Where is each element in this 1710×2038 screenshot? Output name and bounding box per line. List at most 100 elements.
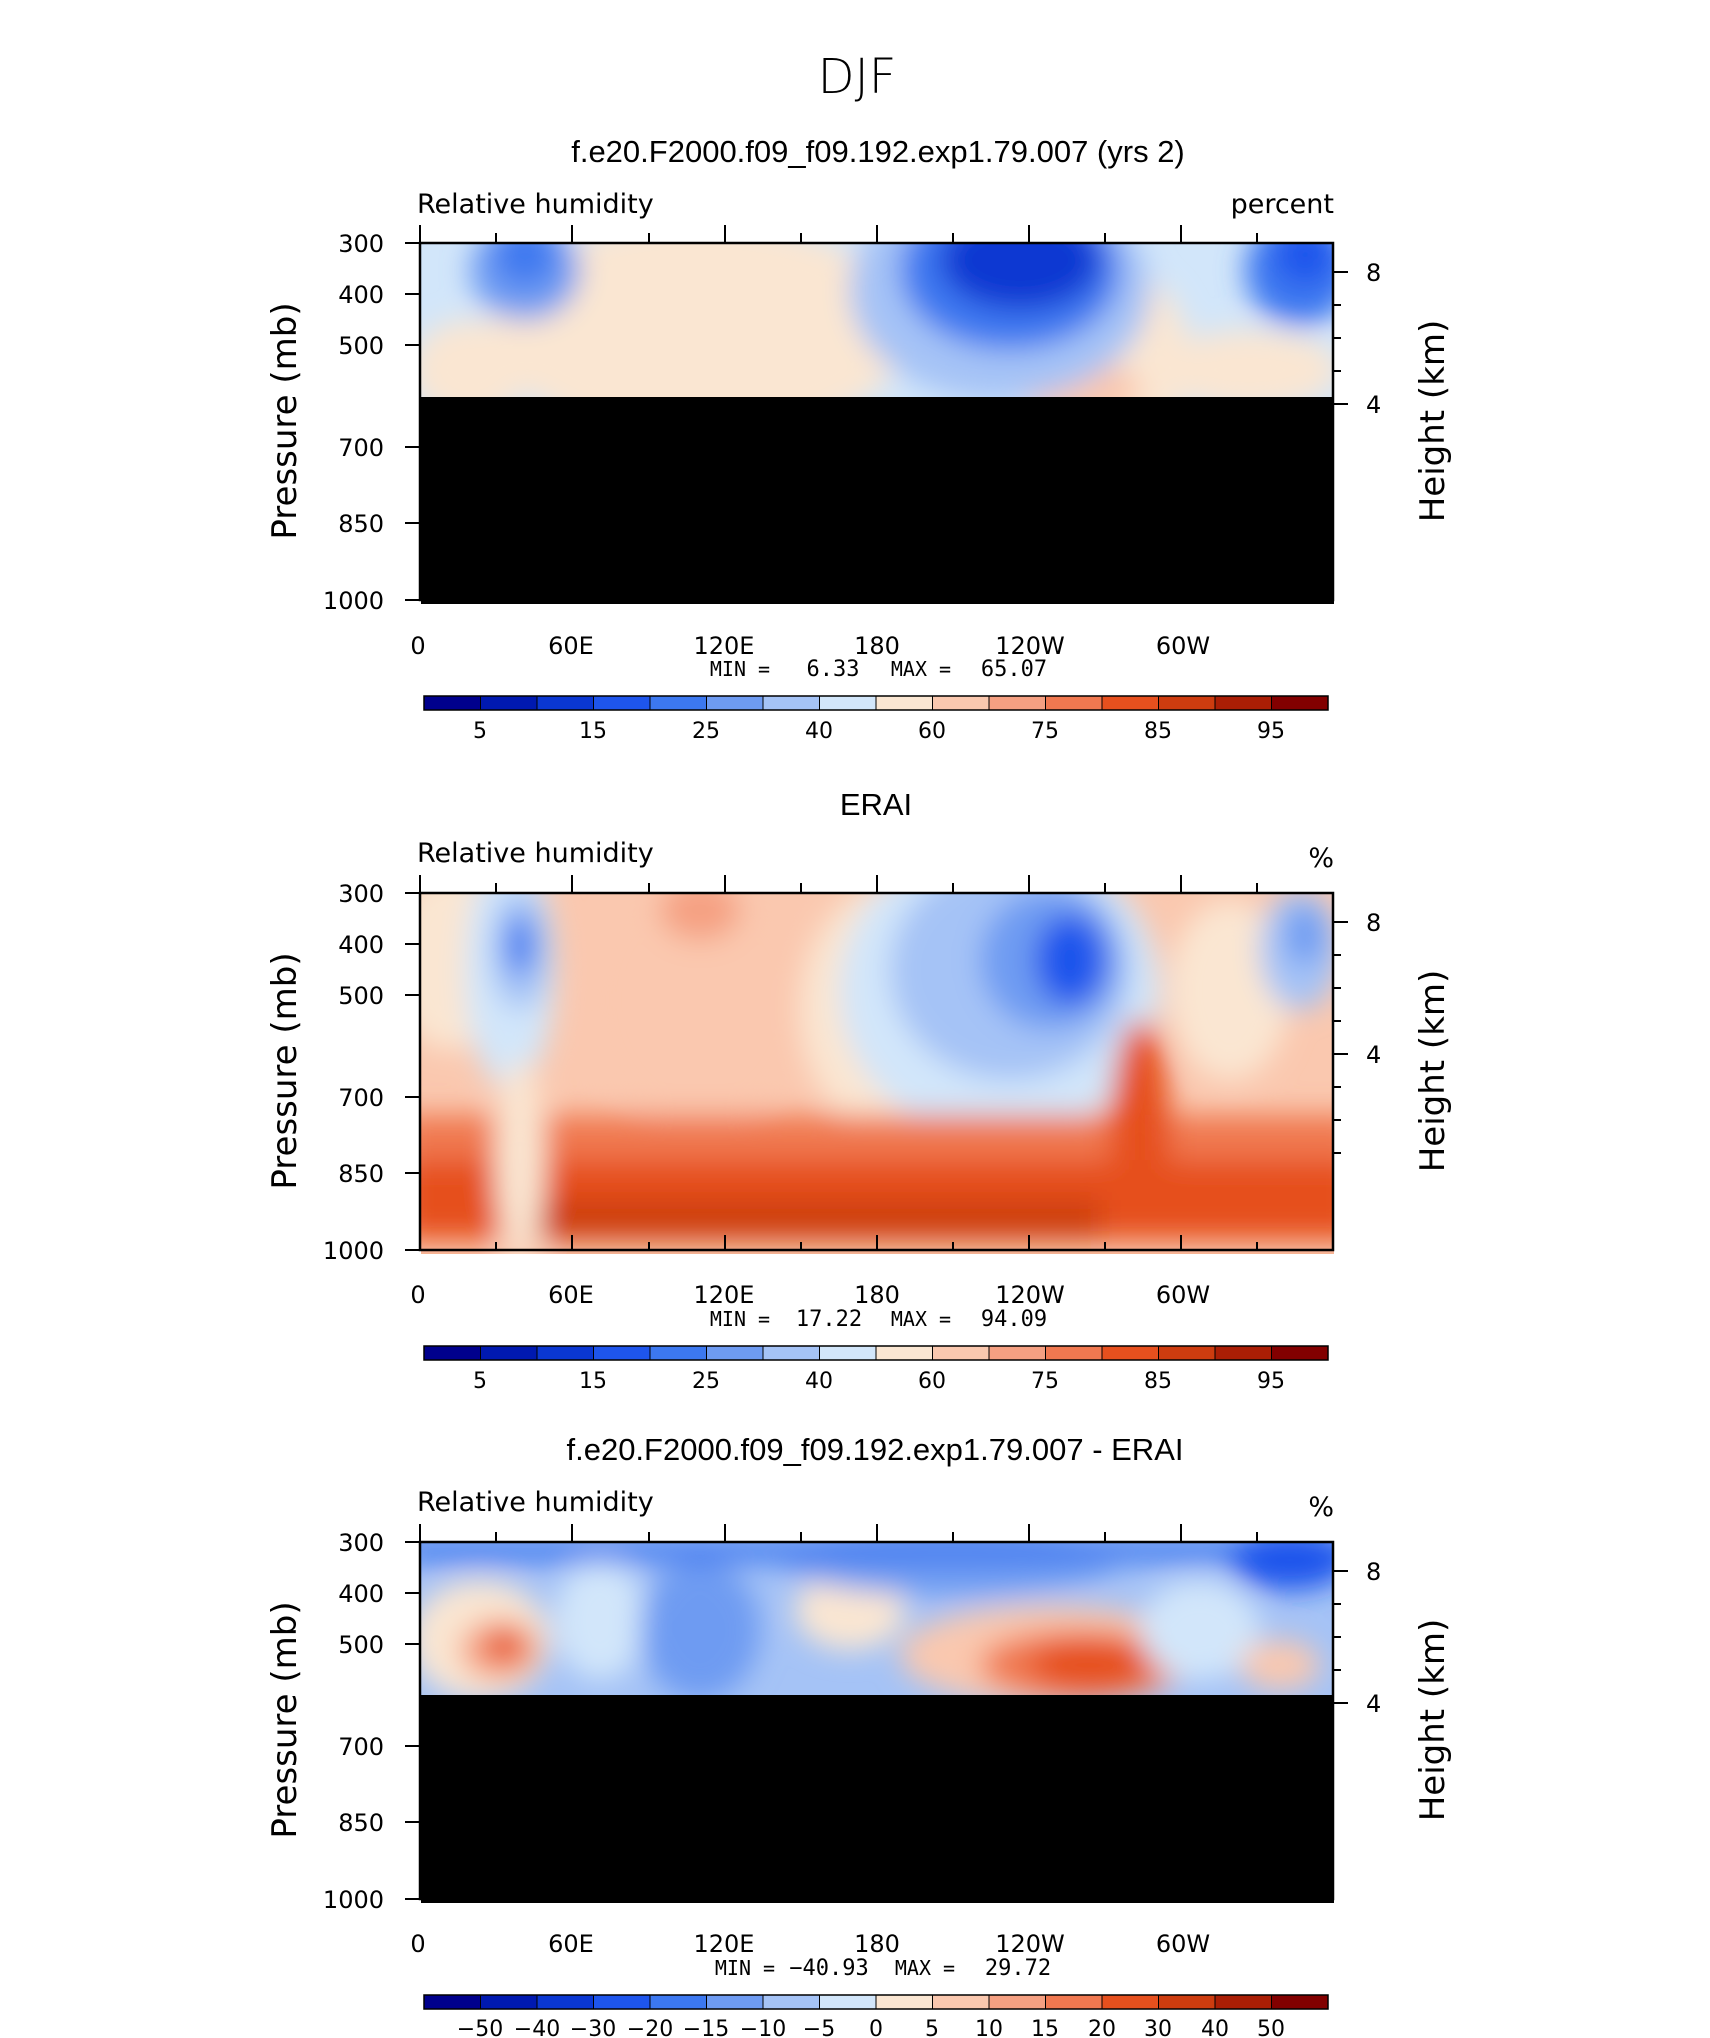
colorbar-swatch (480, 1995, 538, 2009)
y-tick-label: 500 (338, 332, 384, 360)
region-negative-upper-band (421, 1542, 1334, 1562)
y-tick-label: 700 (338, 434, 384, 462)
colorbar-swatch (932, 1346, 990, 1360)
x-tick-label: 0 (410, 632, 425, 660)
colorbar-frame (423, 695, 1329, 711)
y-axis-label: Pressure (mb) (265, 952, 305, 1189)
region-band-central (590, 893, 810, 1130)
colorbar-labels: 5 15 25 40 60 75 85 95 (473, 719, 1285, 744)
colorbar-swatch (706, 696, 764, 710)
colorbar-swatch (424, 696, 481, 710)
max-value: 65.07 (981, 657, 1047, 682)
y-tick-label: 700 (338, 1733, 384, 1761)
region-neutral-mid-west (555, 1560, 645, 1680)
colorbar-label: 25 (692, 719, 720, 744)
min-label: MIN = (710, 657, 770, 681)
colorbar-swatch (1102, 696, 1159, 710)
colorbar-label: 40 (805, 719, 833, 744)
colorbar-swatch (819, 1995, 877, 2009)
region-negative-central (640, 1560, 760, 1700)
units-label: % (1308, 1492, 1334, 1523)
x-tick-label: 120W (995, 632, 1065, 660)
field-regions (421, 1542, 1334, 1705)
colorbar-label: 95 (1257, 1369, 1285, 1394)
x-ticks (419, 1524, 1258, 1899)
y-right-axis-label: Height (km) (1413, 320, 1453, 523)
x-tick-label: 0 (410, 1930, 425, 1958)
y-tick-label: 300 (338, 880, 384, 908)
y-tick-label: 1000 (323, 587, 384, 615)
colorbar (423, 695, 1329, 711)
y-right-ticks (1333, 271, 1348, 405)
panel-difference: f.e20.F2000.f09_f09.192.exp1.79.007 - ER… (265, 1432, 1453, 2038)
colorbar-frame (423, 1994, 1329, 2010)
colorbar-labels: 5 15 25 40 60 75 85 95 (473, 1369, 1285, 1394)
units-label: percent (1231, 189, 1334, 220)
y-tick-label: 850 (338, 1809, 384, 1837)
x-ticks (419, 225, 1258, 600)
y-tick-label: 400 (338, 281, 384, 309)
colorbar-swatch (1045, 1346, 1103, 1360)
colorbar-label: 30 (1144, 2017, 1172, 2038)
colorbar-labels: −50 −40 −30 −20 −15 −10 −5 0 5 10 15 20 … (457, 2017, 1285, 2038)
x-tick-label: 60E (548, 1281, 594, 1309)
colorbar-label: 0 (869, 2017, 883, 2038)
colorbar-label: 75 (1031, 1369, 1059, 1394)
colorbar-swatch (1158, 1346, 1216, 1360)
colorbar-swatch (876, 1346, 933, 1360)
panel-title: f.e20.F2000.f09_f09.192.exp1.79.007 (yrs… (571, 134, 1185, 169)
colorbar-swatch (424, 1995, 481, 2009)
below-ground-mask (421, 397, 1334, 604)
x-tick-labels: 0 60E 120E 180 120W 60W (410, 1930, 1210, 1958)
min-label: MIN = (715, 1956, 775, 1980)
colorbar-label: −40 (514, 2017, 560, 2038)
colorbar-swatch (537, 1346, 594, 1360)
max-label: MAX = (891, 1307, 951, 1331)
colorbar-label: −10 (740, 2017, 786, 2038)
region-dry-central-core (1035, 915, 1105, 1005)
colorbar-swatch (763, 1346, 820, 1360)
region-warm-low-west (421, 320, 530, 420)
y-right-tick-label: 4 (1366, 1041, 1381, 1069)
x-tick-label: 60W (1156, 1281, 1210, 1309)
x-tick-label: 120W (995, 1930, 1065, 1958)
below-ground-mask (421, 1695, 1334, 1903)
y-tick-label: 500 (338, 982, 384, 1010)
region-neutral-east (1140, 1580, 1260, 1680)
y-tick-label: 400 (338, 1580, 384, 1608)
field-label: Relative humidity (417, 1487, 654, 1518)
colorbar-swatch (650, 1346, 707, 1360)
x-tick-label: 120E (694, 632, 755, 660)
y-tick-labels: 300 400 500 700 850 1000 (323, 880, 384, 1265)
min-label: MIN = (710, 1307, 770, 1331)
y-axis-label: Pressure (mb) (265, 302, 305, 539)
y-tick-label: 700 (338, 1084, 384, 1112)
colorbar-label: 50 (1257, 2017, 1285, 2038)
y-right-ticks (1333, 1570, 1348, 1704)
field-label: Relative humidity (417, 838, 654, 869)
colorbar-label: −15 (683, 2017, 729, 2038)
x-tick-label: 180 (854, 632, 900, 660)
colorbar-swatch (537, 1995, 594, 2009)
max-value: 94.09 (981, 1307, 1047, 1332)
colorbar-label: −50 (457, 2017, 503, 2038)
x-tick-label: 60W (1156, 632, 1210, 660)
y-tick-labels: 300 400 500 700 850 1000 (323, 230, 384, 615)
max-label: MAX = (895, 1956, 955, 1980)
region-warm-zonal-band (490, 243, 910, 440)
colorbar (423, 1345, 1329, 1361)
colorbar-swatch (1102, 1346, 1159, 1360)
colorbar-label: 85 (1144, 719, 1172, 744)
colorbar-swatch (1045, 1995, 1103, 2009)
max-label: MAX = (891, 657, 951, 681)
figure-title: DJF (818, 49, 897, 105)
y-tick-labels: 300 400 500 700 850 1000 (323, 1529, 384, 1914)
colorbar-swatch (989, 1995, 1046, 2009)
region-west-dry-gap (495, 1060, 545, 1254)
colorbar-swatch (876, 696, 933, 710)
colorbar-swatch (1102, 1995, 1159, 2009)
y-right-ticks (1333, 921, 1348, 1154)
colorbar-swatch (650, 696, 707, 710)
colorbar-swatch (763, 696, 820, 710)
colorbar-swatch (819, 1346, 877, 1360)
